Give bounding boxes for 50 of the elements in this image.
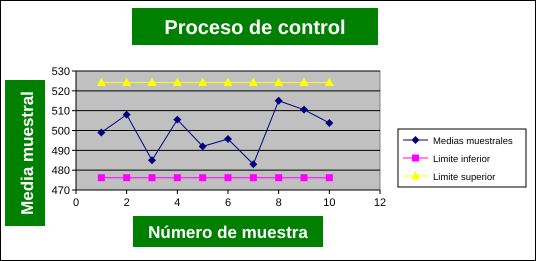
point — [250, 174, 257, 182]
y-axis-title: Media muestral — [18, 91, 37, 215]
x-tick-label: 8 — [276, 197, 282, 209]
y-tick-label: 480 — [52, 165, 70, 178]
point — [198, 78, 208, 86]
x-axis-title: Número de muestra — [148, 223, 308, 242]
point — [326, 174, 333, 182]
point — [224, 78, 232, 86]
chart-title: Proceso de control — [164, 17, 346, 39]
point — [172, 78, 182, 86]
point — [300, 174, 308, 182]
point — [98, 174, 105, 182]
point — [174, 174, 181, 182]
point — [123, 174, 130, 182]
y-tick-label: 490 — [52, 145, 70, 158]
y-tick-label: 470 — [52, 185, 70, 197]
legend-label: Limite superior — [433, 172, 496, 183]
point — [199, 174, 206, 182]
y-tick-label: 530 — [52, 66, 70, 78]
legend-label: Limite inferior — [433, 154, 490, 165]
point — [325, 118, 334, 127]
point — [275, 174, 282, 182]
point — [274, 96, 283, 105]
point — [122, 110, 131, 119]
point — [122, 78, 132, 86]
x-tick-label: 4 — [174, 197, 180, 209]
point — [148, 78, 156, 86]
point — [224, 174, 232, 182]
point — [148, 174, 156, 182]
point — [324, 78, 334, 86]
point — [148, 156, 156, 164]
y-tick-label: 500 — [52, 126, 70, 138]
x-tick-label: 6 — [224, 197, 232, 209]
point — [249, 160, 258, 168]
point — [97, 128, 106, 136]
y-tick-label: 520 — [52, 86, 70, 98]
point — [224, 135, 232, 144]
point — [96, 78, 106, 86]
x-tick-label: 2 — [124, 197, 130, 209]
point — [274, 78, 284, 86]
x-tick-label: 0 — [72, 197, 80, 209]
point — [300, 78, 308, 86]
legend-label: Medias muestrales — [433, 136, 513, 147]
x-tick-label: 12 — [374, 197, 386, 209]
point — [248, 78, 258, 86]
point — [198, 142, 207, 150]
point — [173, 116, 182, 124]
x-tick-label: 10 — [323, 197, 336, 209]
point — [300, 106, 308, 114]
y-tick-label: 510 — [52, 106, 70, 118]
